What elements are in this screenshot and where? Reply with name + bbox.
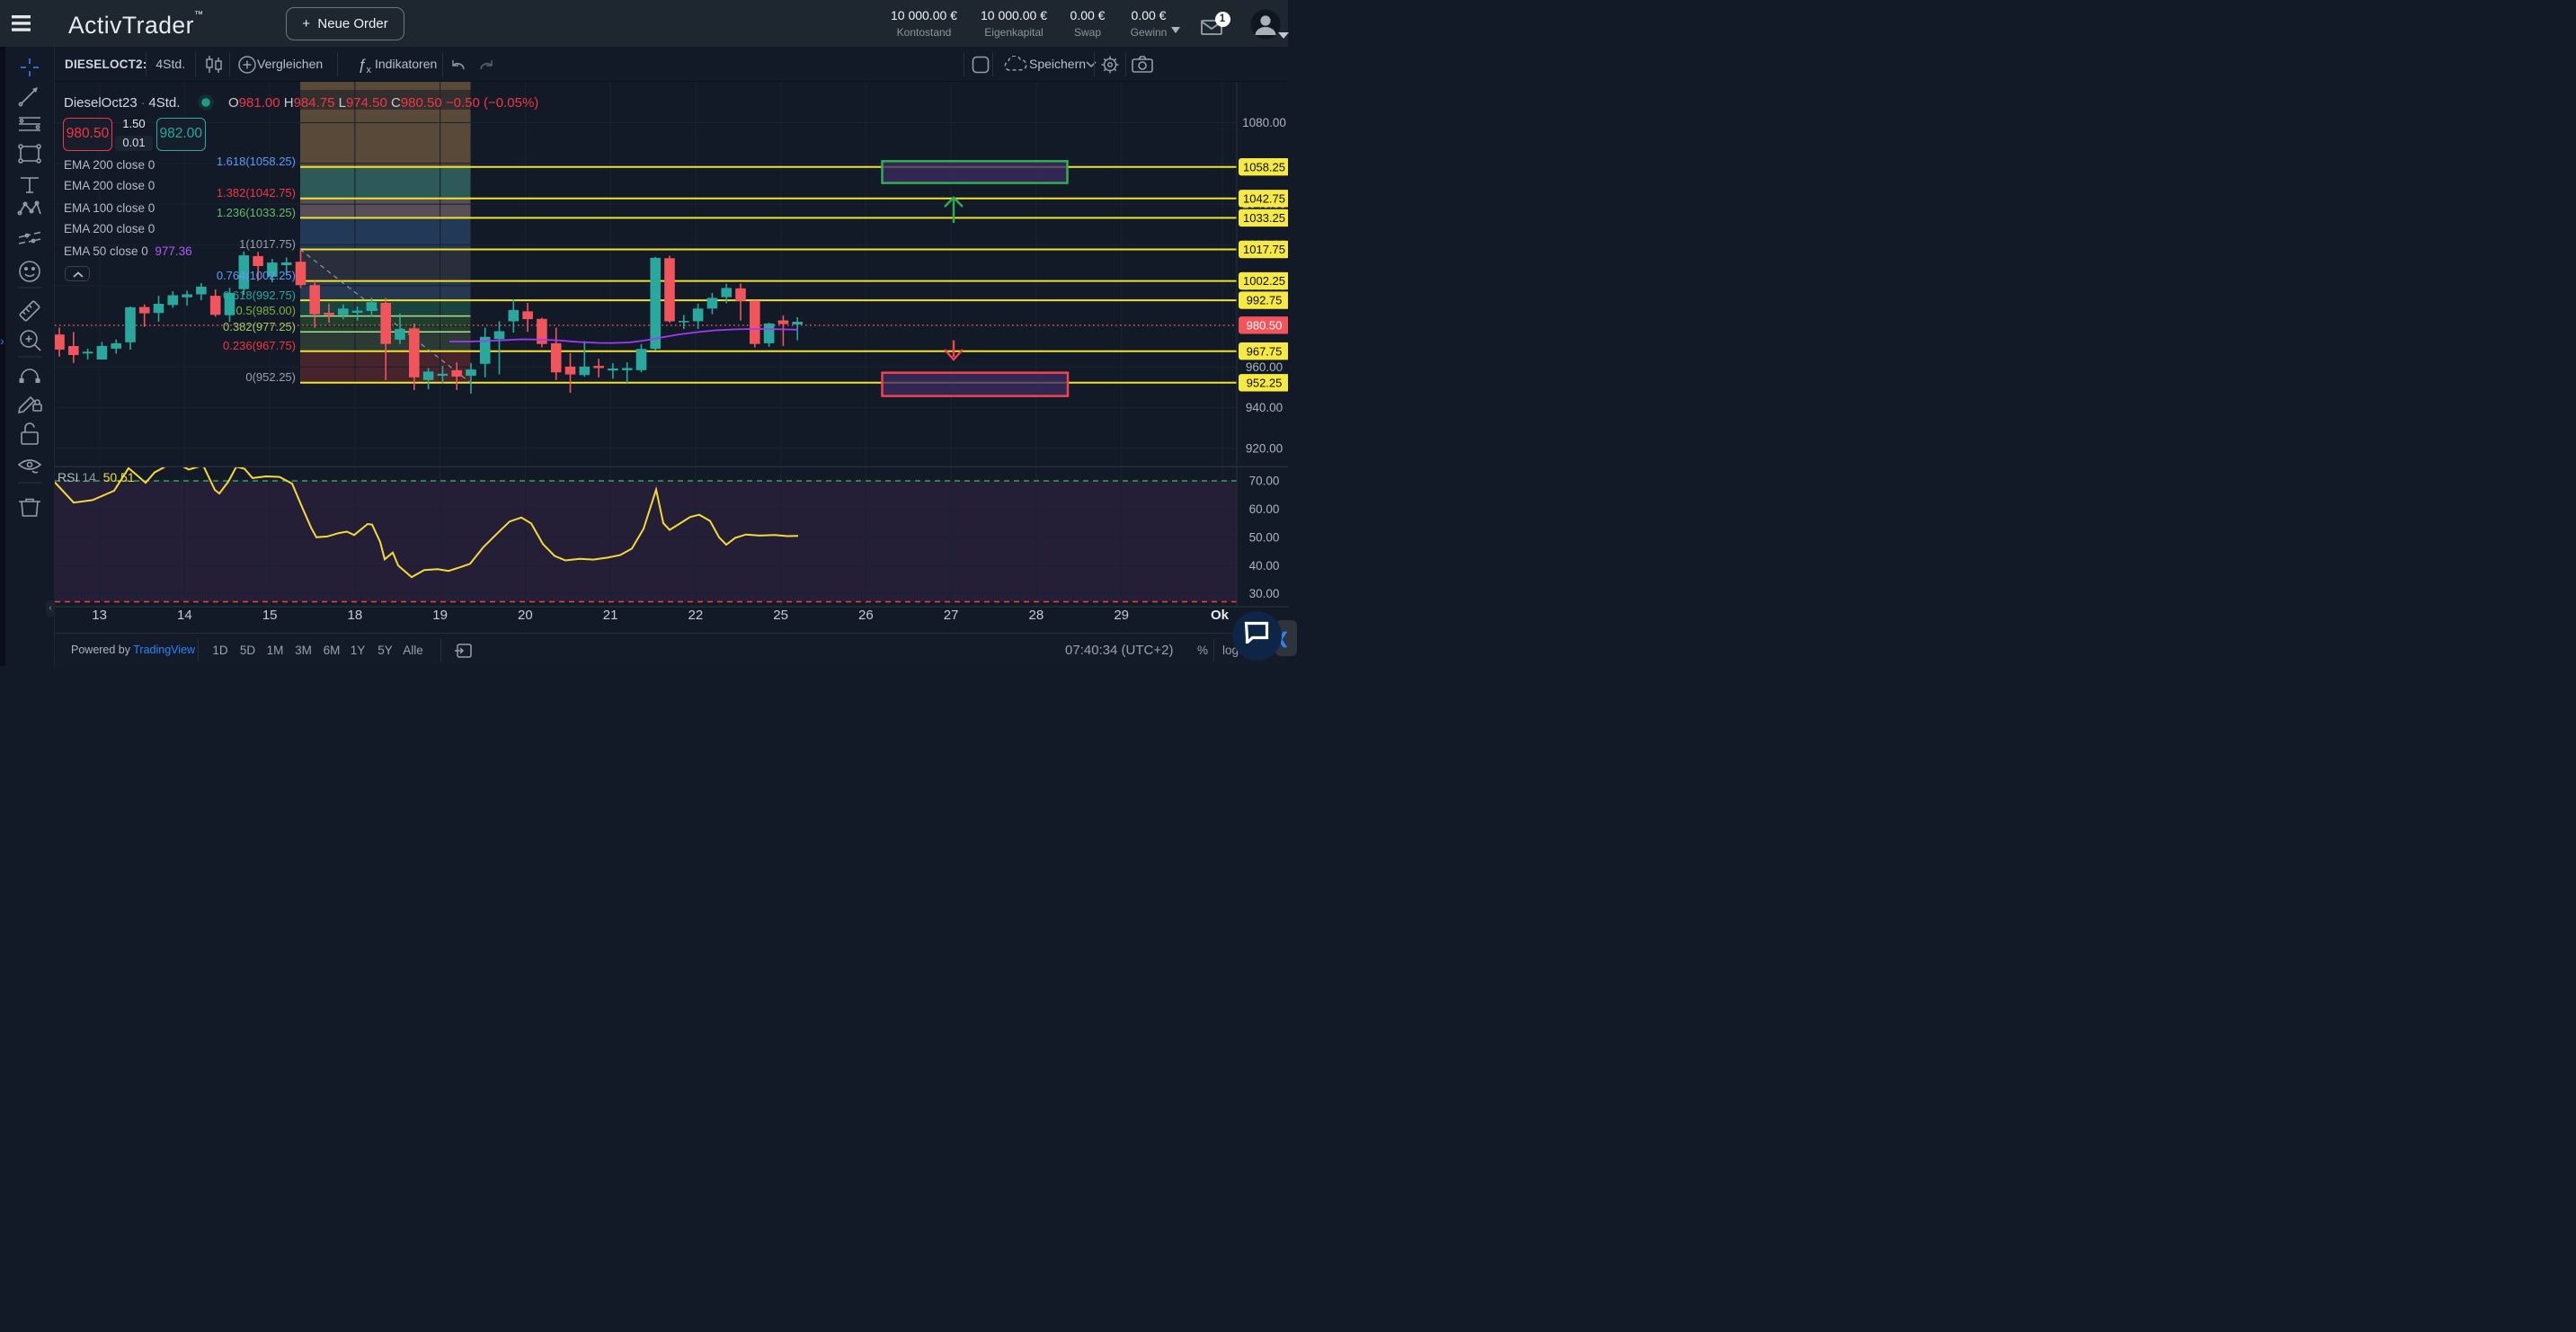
svg-text:1080.00: 1080.00 (1242, 116, 1286, 129)
svg-text:14: 14 (177, 608, 192, 623)
svg-text:29: 29 (1114, 608, 1129, 623)
svg-text:21: 21 (603, 608, 618, 623)
svg-text:22: 22 (688, 608, 704, 623)
svg-text:15: 15 (262, 608, 278, 623)
svg-text:992.75: 992.75 (1247, 294, 1283, 307)
svg-text:70.00: 70.00 (1249, 475, 1280, 488)
svg-text:960.00: 960.00 (1246, 360, 1283, 374)
svg-text:967.75: 967.75 (1247, 344, 1283, 358)
svg-text:Ok: Ok (1211, 608, 1230, 623)
svg-text:1042.75: 1042.75 (1243, 191, 1285, 205)
svg-text:19: 19 (432, 608, 448, 623)
svg-text:1058.25: 1058.25 (1243, 160, 1285, 173)
svg-text:60.00: 60.00 (1249, 502, 1280, 516)
svg-text:952.25: 952.25 (1247, 376, 1283, 389)
svg-text:13: 13 (92, 608, 107, 623)
svg-text:26: 26 (858, 608, 874, 623)
svg-text:18: 18 (348, 608, 363, 623)
svg-text:27: 27 (944, 608, 959, 623)
svg-text:30.00: 30.00 (1249, 587, 1280, 600)
svg-text:940.00: 940.00 (1246, 401, 1283, 414)
svg-text:28: 28 (1029, 608, 1044, 623)
svg-text:1017.75: 1017.75 (1243, 243, 1285, 256)
svg-text:1002.25: 1002.25 (1243, 274, 1285, 288)
svg-text:40.00: 40.00 (1249, 559, 1280, 573)
svg-text:1033.25: 1033.25 (1243, 211, 1285, 225)
svg-text:20: 20 (518, 608, 533, 623)
svg-text:920.00: 920.00 (1246, 441, 1283, 455)
svg-text:50.00: 50.00 (1249, 530, 1280, 544)
svg-text:25: 25 (773, 608, 788, 623)
svg-text:980.50: 980.50 (1247, 318, 1283, 332)
